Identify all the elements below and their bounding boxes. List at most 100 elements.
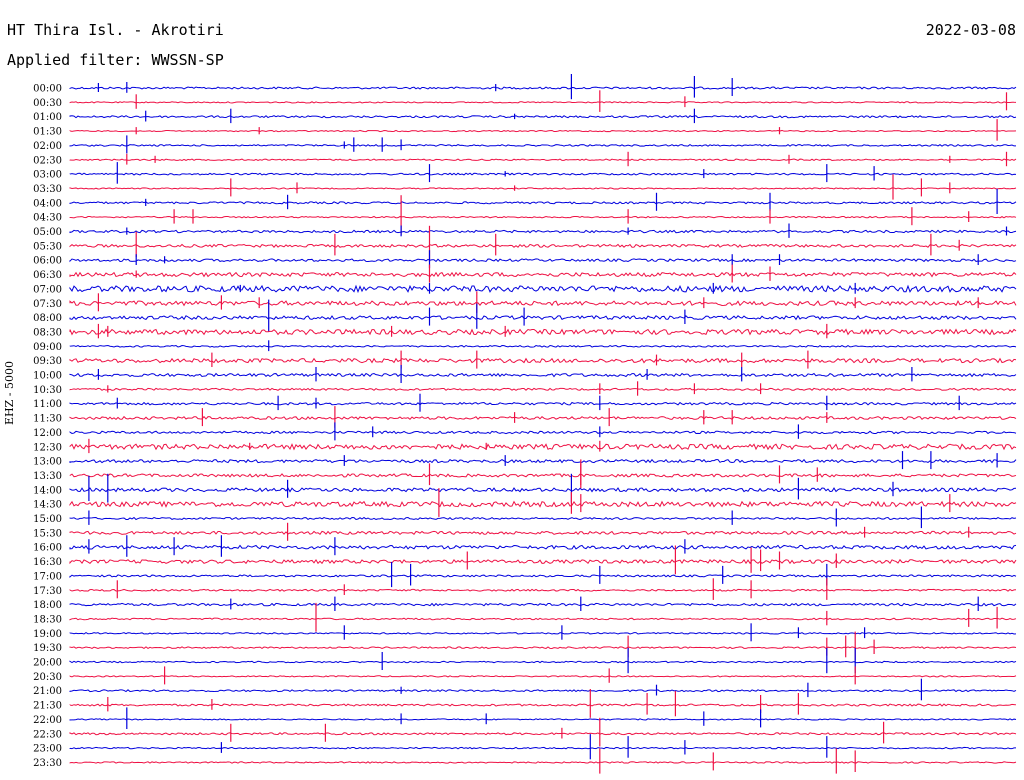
trace-0200	[69, 135, 1017, 154]
trace-line	[69, 415, 1017, 421]
trace-0030	[69, 90, 1017, 112]
time-label: 01:00	[33, 112, 62, 123]
trace-line	[69, 258, 1017, 263]
trace-1630	[69, 545, 1017, 575]
time-label: 07:30	[33, 299, 62, 310]
trace-line	[69, 703, 1017, 707]
trace-1900	[69, 623, 1017, 642]
trace-line	[69, 761, 1017, 764]
trace-2330	[69, 748, 1017, 774]
trace-0830	[69, 323, 1017, 339]
trace-line	[69, 299, 1017, 307]
trace-0730	[69, 291, 1017, 313]
trace-2200	[69, 707, 1017, 729]
trace-line	[69, 357, 1017, 364]
trace-1130	[69, 406, 1017, 428]
trace-0330	[69, 174, 1017, 200]
time-label: 08:00	[33, 313, 62, 324]
trace-1830	[69, 602, 1017, 632]
trace-1800	[69, 596, 1017, 611]
trace-line	[69, 689, 1017, 693]
time-label: 05:00	[33, 227, 62, 238]
trace-line	[69, 215, 1017, 219]
trace-line	[69, 344, 1017, 348]
trace-0430	[69, 195, 1017, 235]
trace-0900	[69, 340, 1017, 352]
time-label: 02:30	[33, 155, 62, 166]
trace-0500	[69, 223, 1017, 238]
time-label: 04:30	[33, 213, 62, 224]
time-label: 09:30	[33, 356, 62, 367]
trace-1230	[69, 438, 1017, 454]
time-label: 03:30	[33, 184, 62, 195]
trace-0600	[69, 250, 1017, 269]
time-label: 22:00	[33, 715, 62, 726]
time-label: 18:30	[33, 614, 62, 625]
trace-line	[69, 500, 1017, 508]
date-label: 2022-03-08	[925, 21, 1016, 39]
trace-line	[69, 746, 1017, 750]
trace-line	[69, 530, 1017, 536]
time-label: 01:30	[33, 127, 62, 138]
time-label: 14:30	[33, 500, 62, 511]
trace-1300	[69, 451, 1017, 470]
trace-line	[69, 401, 1017, 406]
trace-line	[69, 430, 1017, 435]
time-label: 09:00	[33, 342, 62, 353]
time-label: 08:30	[33, 327, 62, 338]
trace-2100	[69, 678, 1017, 701]
trace-line	[69, 574, 1017, 578]
trace-1500	[69, 506, 1017, 529]
time-label: 19:00	[33, 629, 62, 640]
trace-line	[69, 86, 1017, 90]
time-label: 22:30	[33, 729, 62, 740]
trace-line	[69, 387, 1017, 392]
trace-line	[69, 144, 1017, 147]
trace-line	[69, 284, 1017, 294]
time-label: 12:00	[33, 428, 62, 439]
time-label: 07:00	[33, 284, 62, 295]
time-label: 06:30	[33, 270, 62, 281]
trace-line	[69, 158, 1017, 162]
trace-line	[69, 544, 1017, 550]
trace-0300	[69, 162, 1017, 184]
trace-line	[69, 617, 1017, 621]
trace-line	[69, 632, 1017, 635]
trace-line	[69, 314, 1017, 321]
trace-line	[69, 458, 1017, 464]
trace-0700	[69, 282, 1017, 294]
trace-line	[69, 229, 1017, 234]
trace-line	[69, 328, 1017, 336]
trace-1530	[69, 522, 1017, 541]
trace-1930	[69, 631, 1017, 661]
trace-2230	[69, 717, 1017, 747]
trace-line	[69, 675, 1017, 678]
station-title: HT Thira Isl. - Akrotiri	[7, 21, 224, 39]
trace-1030	[69, 381, 1017, 396]
trace-0630	[69, 264, 1017, 283]
time-label: 02:00	[33, 141, 62, 152]
trace-1600	[69, 535, 1017, 557]
time-label: 20:00	[33, 658, 62, 669]
trace-line	[69, 271, 1017, 278]
trace-line	[69, 372, 1017, 378]
time-label: 17:30	[33, 586, 62, 597]
trace-2130	[69, 689, 1017, 718]
trace-0130	[69, 119, 1017, 141]
time-label: 21:00	[33, 686, 62, 697]
trace-line	[69, 516, 1017, 521]
time-label: 00:30	[33, 98, 62, 109]
filter-label: Applied filter: WWSSN-SP	[7, 51, 224, 69]
trace-line	[69, 588, 1017, 592]
trace-0530	[69, 225, 1017, 262]
time-label: 20:30	[33, 672, 62, 683]
trace-line	[69, 660, 1017, 664]
time-label: 19:30	[33, 643, 62, 654]
trace-0930	[69, 350, 1017, 369]
trace-line	[69, 243, 1017, 248]
trace-0100	[69, 108, 1017, 124]
time-label: 14:00	[33, 485, 62, 496]
time-label: 13:30	[33, 471, 62, 482]
time-label: 03:00	[33, 170, 62, 181]
